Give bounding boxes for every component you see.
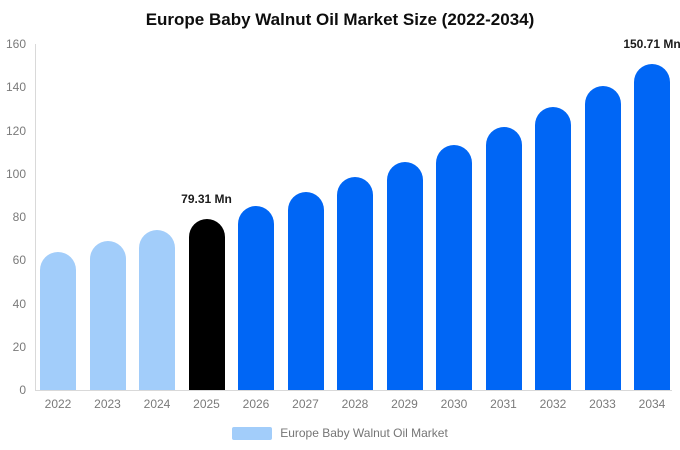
x-tick-label: 2030 xyxy=(440,397,468,411)
y-tick-label: 140 xyxy=(5,80,26,95)
y-tick-label: 120 xyxy=(5,123,26,138)
x-tick-label: 2029 xyxy=(391,397,418,411)
y-tick-label: 160 xyxy=(5,37,26,51)
bar xyxy=(436,145,472,390)
bar xyxy=(238,205,274,390)
y-tick-label: 0 xyxy=(19,383,26,397)
legend: Europe Baby Walnut Oil Market xyxy=(0,424,680,442)
legend-swatch-icon xyxy=(232,426,273,440)
chart-title: Europe Baby Walnut Oil Market Size (2022… xyxy=(145,10,535,29)
bar xyxy=(287,192,324,390)
bar xyxy=(584,86,621,390)
x-tick-label: 2034 xyxy=(638,397,666,411)
bar-value-label: 79.31 Mn xyxy=(181,191,232,206)
bar xyxy=(89,241,126,390)
bar xyxy=(188,218,225,390)
x-tick-label: 2031 xyxy=(490,397,517,411)
x-tick-label: 2027 xyxy=(292,397,319,411)
x-tick-label: 2026 xyxy=(242,397,270,411)
x-tick-label: 2033 xyxy=(589,397,616,411)
bar xyxy=(139,230,175,390)
y-tick-label: 80 xyxy=(12,210,26,224)
bar xyxy=(535,107,571,390)
x-tick-label: 2023 xyxy=(94,397,121,411)
bar xyxy=(485,126,522,390)
y-tick-label: 100 xyxy=(5,166,26,181)
x-axis-line xyxy=(35,390,672,391)
x-tick-label: 2032 xyxy=(539,397,567,411)
bar xyxy=(40,251,76,390)
x-tick-label: 2025 xyxy=(193,397,220,411)
y-tick-label: 40 xyxy=(12,296,26,311)
bar xyxy=(337,177,373,390)
y-axis-line xyxy=(35,44,36,390)
bar xyxy=(634,64,670,390)
bar xyxy=(386,161,423,390)
y-tick-label: 60 xyxy=(12,253,26,268)
x-tick-label: 2028 xyxy=(341,397,369,411)
legend-label: Europe Baby Walnut Oil Market xyxy=(280,426,448,440)
x-tick-label: 2022 xyxy=(44,397,72,411)
y-tick-label: 20 xyxy=(12,339,26,354)
bar-value-label: 150.71 Mn xyxy=(623,37,680,52)
x-tick-label: 2024 xyxy=(143,397,171,411)
